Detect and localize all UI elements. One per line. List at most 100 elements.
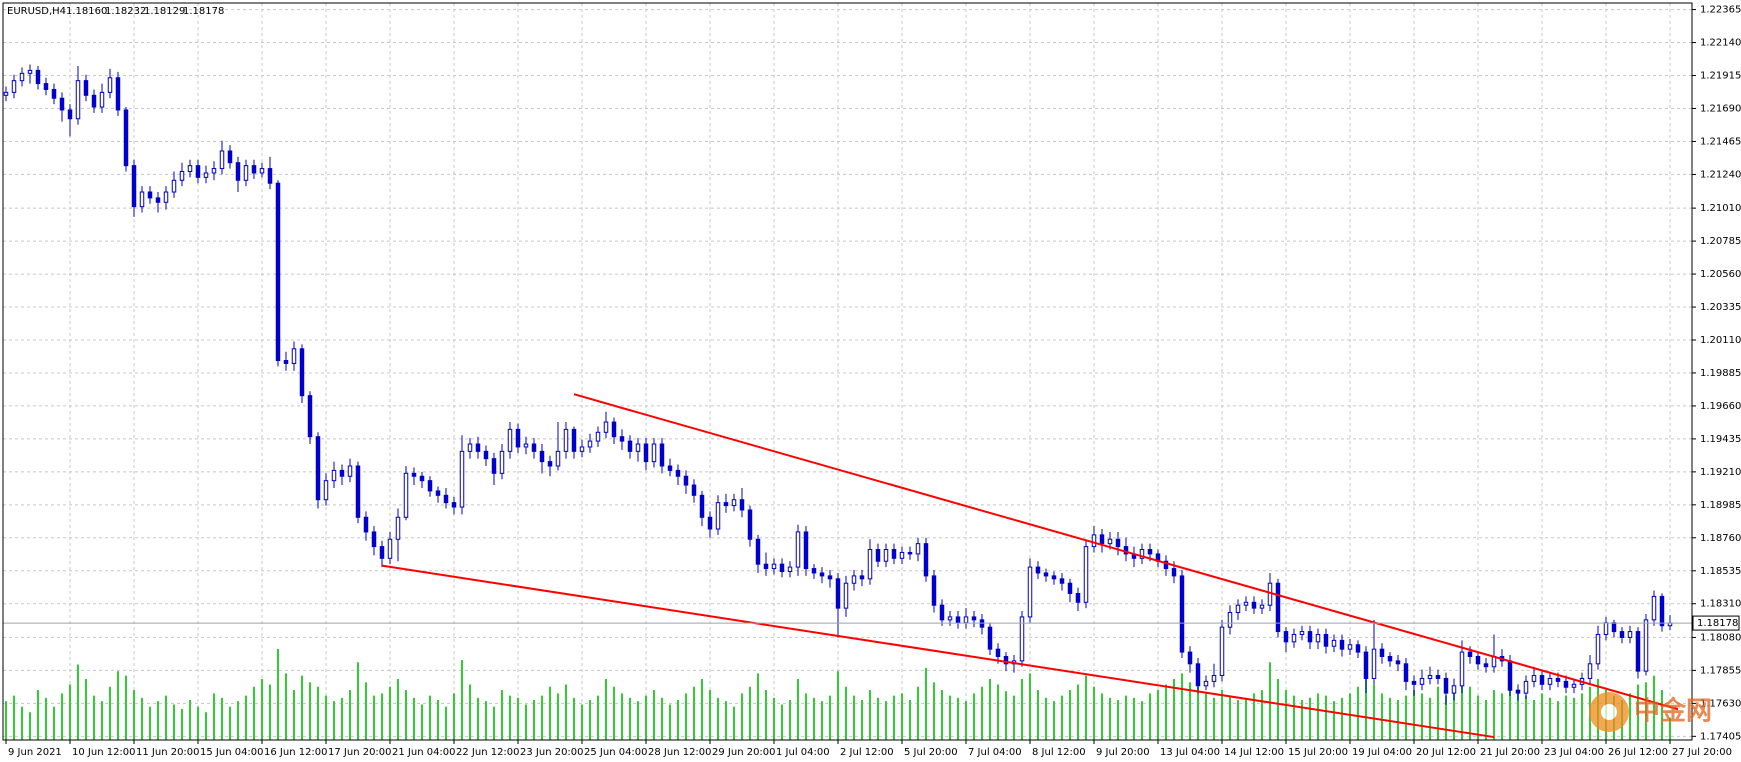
volume-bar: [1221, 690, 1223, 740]
volume-bar: [541, 695, 543, 740]
candle-body: [515, 428, 521, 448]
volume-bar: [1069, 690, 1071, 740]
volume-bar: [1541, 693, 1543, 740]
x-tick-label: 2 Jul 12:00: [840, 747, 894, 758]
volume-bar: [605, 678, 607, 740]
volume-bar: [1157, 690, 1159, 740]
volume-bar: [1125, 695, 1127, 740]
candle-body: [1027, 566, 1033, 618]
candle-body: [835, 578, 841, 609]
volume-bar: [325, 695, 327, 740]
volume-bar: [1421, 693, 1423, 740]
volume-bar: [597, 695, 599, 740]
volume-bar: [557, 693, 559, 740]
volume-bar: [205, 712, 207, 740]
x-tick-label: 23 Jun 20:00: [520, 747, 584, 758]
watermark-text: 中金网: [1634, 696, 1712, 727]
volume-bar: [1085, 675, 1087, 740]
volume-bar: [1413, 690, 1415, 740]
candle-body: [347, 465, 353, 477]
y-tick-label: 1.21690: [1700, 103, 1741, 114]
volume-bar: [565, 684, 567, 740]
volume-bar: [1189, 682, 1191, 740]
candle-body: [739, 499, 745, 511]
y-tick-label: 1.22365: [1700, 5, 1741, 16]
volume-bar: [253, 686, 255, 740]
volume-bar: [357, 662, 359, 740]
candle-body: [1323, 634, 1329, 647]
candle-body: [211, 168, 217, 174]
candle-body: [483, 450, 489, 460]
volume-bar: [93, 695, 95, 740]
volume-bar: [941, 690, 943, 740]
volume-bar: [693, 686, 695, 740]
candle-body: [339, 469, 345, 477]
volume-bar: [973, 693, 975, 740]
candle-body: [731, 499, 737, 507]
volume-bar: [1037, 690, 1039, 740]
volume-bar: [13, 695, 15, 740]
candle-body: [1283, 631, 1289, 643]
candle-body: [1411, 680, 1417, 685]
volume-bar: [373, 695, 375, 740]
overlay-layer: [3, 393, 1692, 739]
candle-body: [179, 170, 185, 181]
volume-bar: [661, 697, 663, 740]
candle-body: [139, 191, 145, 208]
volume-bar: [1093, 686, 1095, 740]
y-tick-label: 1.19210: [1700, 467, 1741, 478]
candle-body: [867, 549, 873, 580]
volume-bar: [1445, 695, 1447, 740]
volume-bar: [1077, 684, 1079, 740]
candle-body: [403, 472, 409, 518]
volume-bar: [1133, 697, 1135, 740]
candle-body: [779, 563, 785, 573]
candle-body: [611, 421, 617, 438]
volume-bar: [765, 690, 767, 740]
price-tag: [1692, 615, 1740, 631]
candle-body: [1227, 612, 1233, 628]
candle-body: [395, 516, 401, 540]
volume-bar: [1645, 682, 1647, 740]
volume-bar: [69, 684, 71, 740]
candle-body: [299, 348, 305, 397]
chart-header: EURUSD,H4 1.18160 1.18232 1.18129 1.1817…: [7, 6, 224, 17]
volume-bar: [493, 706, 495, 740]
volume-bar: [445, 706, 447, 740]
volume-bar: [725, 701, 727, 740]
candle-body: [707, 516, 713, 530]
volume-bar: [821, 701, 823, 740]
volume-bar: [1653, 675, 1655, 740]
candle-body: [19, 72, 25, 82]
candle-body: [651, 443, 657, 463]
candle-body: [315, 436, 321, 501]
candle-body: [227, 150, 233, 164]
candle-body: [1379, 648, 1385, 657]
candle-body: [1235, 604, 1241, 614]
candle-body: [667, 465, 673, 471]
candle-body: [1179, 575, 1185, 653]
volume-bar: [1285, 690, 1287, 740]
candle-body: [1563, 680, 1569, 688]
volume-bar: [1549, 697, 1551, 740]
volume-bar: [1213, 697, 1215, 740]
x-tick-label: 23 Jul 04:00: [1544, 747, 1604, 758]
volume-bar: [1565, 695, 1567, 740]
candle-body: [579, 446, 585, 452]
candle-body: [619, 436, 625, 442]
candle-body: [827, 575, 833, 580]
y-tick-label: 1.17630: [1700, 698, 1741, 709]
candle-body: [499, 450, 505, 474]
volume-bar: [469, 684, 471, 740]
x-tick-label: 1 Jul 04:00: [776, 747, 830, 758]
candle-body: [1291, 634, 1297, 643]
volume-bar: [181, 708, 183, 740]
y-tick-label: 1.22140: [1700, 38, 1741, 49]
volume-bar: [277, 648, 279, 740]
candle-body: [1347, 644, 1353, 650]
candle-body: [1003, 655, 1009, 665]
candle-body: [275, 182, 281, 362]
volume-bar: [1349, 693, 1351, 740]
y-tick-label: 1.18535: [1700, 566, 1741, 577]
volume-bar: [85, 678, 87, 740]
